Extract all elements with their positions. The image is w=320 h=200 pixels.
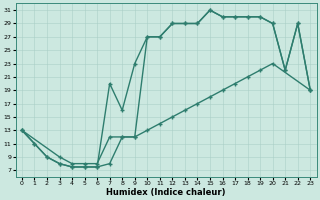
- X-axis label: Humidex (Indice chaleur): Humidex (Indice chaleur): [106, 188, 226, 197]
